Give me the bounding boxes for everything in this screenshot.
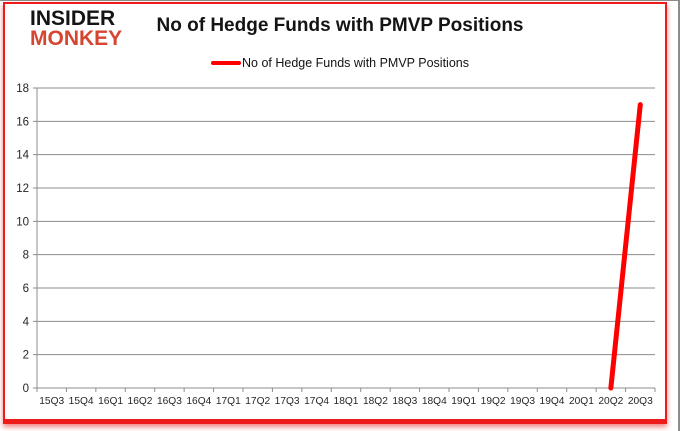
legend-label: No of Hedge Funds with PMVP Positions <box>242 56 469 70</box>
x-tick-label: 17Q2 <box>245 396 270 407</box>
y-tick-label: 0 <box>23 383 29 395</box>
y-tick-label: 6 <box>23 283 29 295</box>
logo-line-monkey: MONKEY <box>30 26 123 51</box>
x-tick-label: 15Q4 <box>69 396 94 407</box>
x-tick-label: 15Q3 <box>39 396 64 407</box>
x-tick-label: 19Q1 <box>451 396 476 407</box>
y-tick-label: 4 <box>23 316 30 328</box>
x-tick-label: 18Q2 <box>363 396 388 407</box>
x-tick-label: 16Q2 <box>128 396 153 407</box>
x-tick-label: 19Q3 <box>510 396 535 407</box>
x-tick-label: 16Q1 <box>98 396 123 407</box>
insider-monkey-logo: INSIDER MONKEY <box>30 6 123 51</box>
legend-line-swatch <box>211 61 242 65</box>
y-tick-label: 2 <box>23 350 29 362</box>
y-tick-label: 12 <box>16 183 29 195</box>
x-tick-label: 17Q1 <box>216 396 241 407</box>
y-tick-label: 8 <box>23 250 29 262</box>
logo-line-insider: INSIDER <box>30 6 116 31</box>
x-tick-label: 20Q1 <box>569 396 594 407</box>
series-line <box>608 102 643 391</box>
y-tick-label: 18 <box>16 83 29 95</box>
x-tick-label: 17Q4 <box>304 396 329 407</box>
x-tick-label: 16Q3 <box>157 396 182 407</box>
chart-title: No of Hedge Funds with PMVP Positions <box>156 15 524 36</box>
y-tick-label: 14 <box>16 150 29 162</box>
x-tick-label: 18Q4 <box>422 396 447 407</box>
y-tick-label: 10 <box>16 216 29 228</box>
x-tick-label: 20Q3 <box>628 396 653 407</box>
x-tick-label: 18Q1 <box>334 396 359 407</box>
x-tick-label: 19Q4 <box>540 396 565 407</box>
y-tick-label: 16 <box>16 116 29 128</box>
x-tick-label: 17Q3 <box>275 396 300 407</box>
x-tick-label: 20Q2 <box>598 396 623 407</box>
legend: No of Hedge Funds with PMVP Positions <box>0 56 680 70</box>
x-tick-label: 18Q3 <box>392 396 417 407</box>
x-tick-label: 19Q2 <box>481 396 506 407</box>
x-tick-label: 16Q4 <box>186 396 211 407</box>
